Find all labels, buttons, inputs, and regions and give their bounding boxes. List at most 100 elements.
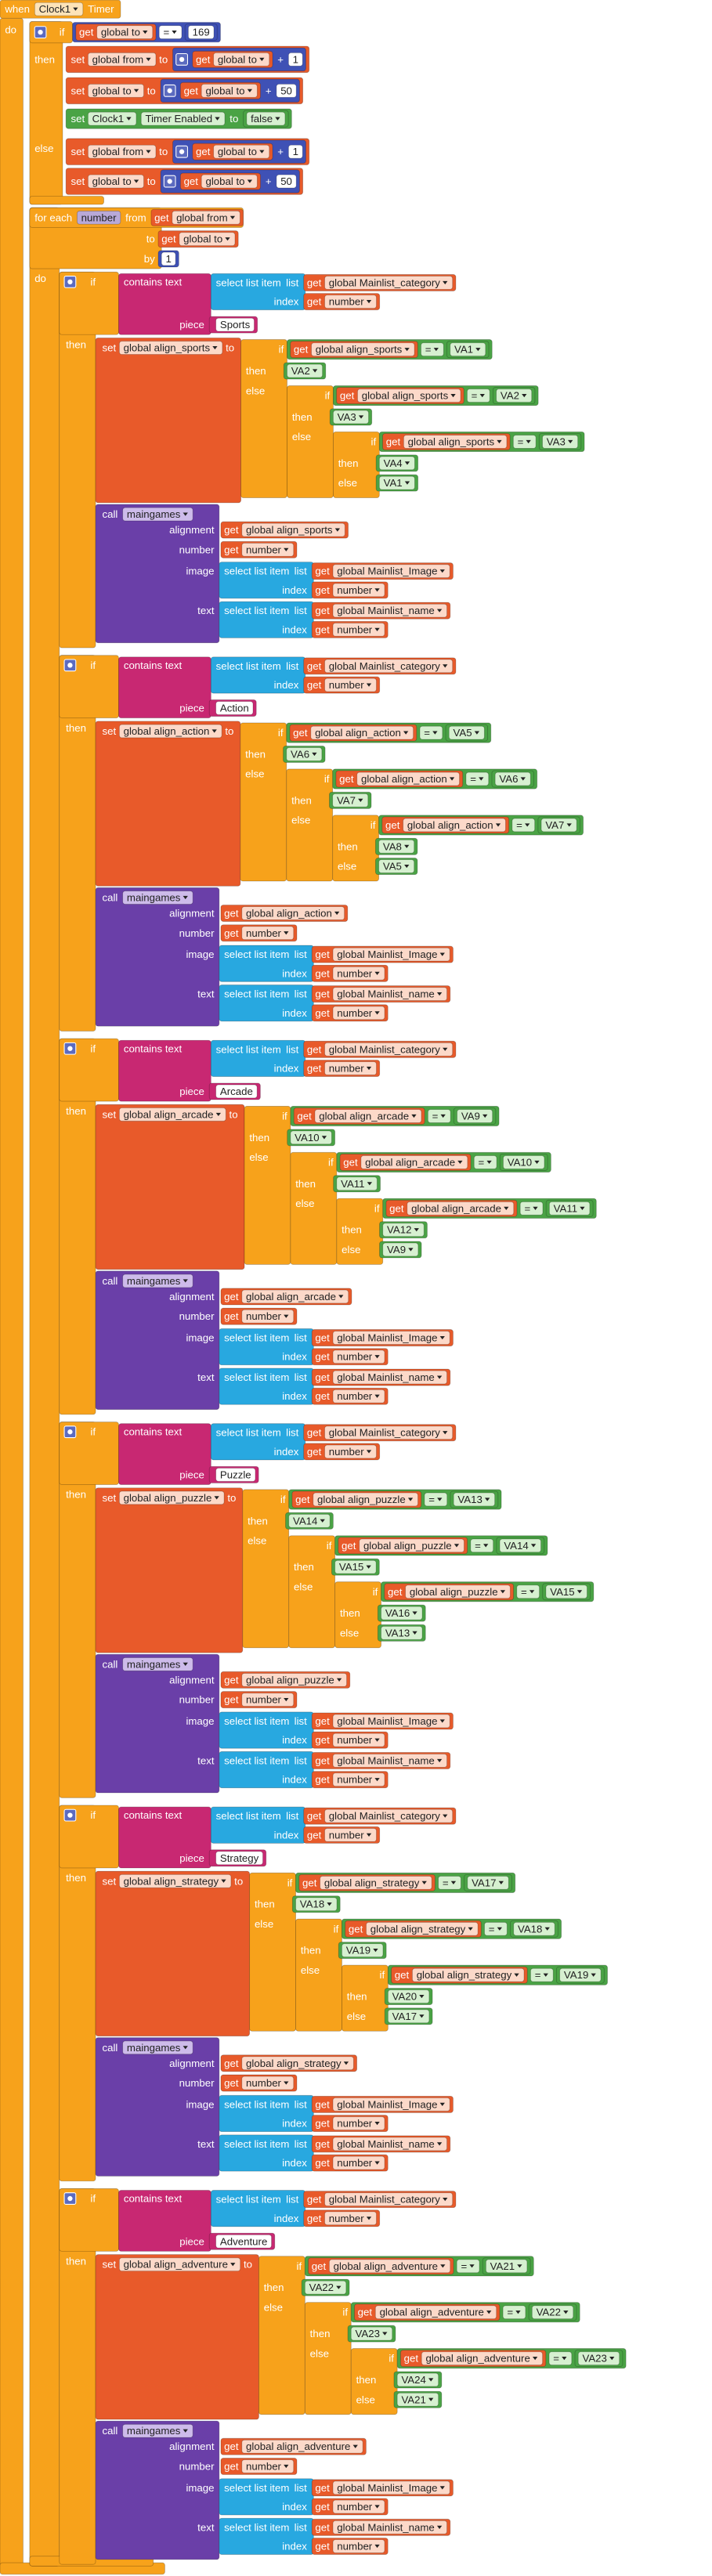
get-label: get [388, 1586, 403, 1598]
select-list-item-block [219, 1711, 314, 1749]
variable-name: global align_adventure [124, 2259, 228, 2271]
value-field [336, 1176, 378, 1191]
variable-name: number [329, 679, 365, 691]
variable-name: global align_strategy [124, 1875, 219, 1887]
select-label: select list item [224, 1371, 289, 1383]
gear-icon-hub [179, 149, 185, 154]
variable-name: number [246, 544, 282, 555]
get-label: get [315, 584, 330, 596]
operator: = [428, 1494, 435, 1505]
dropdown-arrow [230, 215, 236, 219]
get-label: get [315, 2157, 330, 2169]
value-field [332, 410, 369, 425]
operator-field [548, 2351, 573, 2365]
number-value-field [276, 83, 297, 98]
number-value: 50 [280, 175, 292, 187]
if-label: if [389, 2353, 394, 2365]
variable-name: global Mainlist_category [329, 1043, 441, 1055]
operator: = [163, 27, 169, 38]
variable-name-field [332, 603, 447, 618]
variable-name: number [246, 2460, 282, 2472]
select-label: select list item [224, 1332, 289, 1344]
variable-name-field [324, 1444, 377, 1459]
variable-name-field [179, 232, 236, 247]
operator: = [424, 727, 430, 739]
if-label: if [334, 1923, 339, 1935]
variable-name-field [118, 724, 222, 739]
select-label: select list item [216, 2194, 281, 2206]
dropdown-arrow [404, 461, 410, 465]
dropdown-arrow [366, 1565, 371, 1569]
dropdown-arrow [374, 1011, 380, 1015]
variable-name: number [337, 1774, 373, 1786]
value: VA3 [338, 411, 356, 423]
value: VA17 [472, 1877, 496, 1888]
procedure-name-field [122, 1274, 193, 1288]
plus-sign: + [266, 175, 272, 187]
value: VA9 [461, 1111, 480, 1122]
dropdown-arrow [486, 2310, 492, 2314]
if-label: if [342, 2307, 348, 2318]
dropdown-arrow [515, 2310, 521, 2314]
value-field [548, 1201, 591, 1216]
variable-name-field [328, 2259, 451, 2274]
loop-variable: number [81, 211, 117, 223]
get-label: get [161, 233, 176, 245]
index-label: index [274, 1829, 299, 1841]
select-list-item-block [219, 985, 314, 1022]
if-label: if [380, 1969, 385, 1981]
dropdown-arrow [404, 481, 410, 485]
if-label: if [90, 276, 96, 287]
variable-name: global to [92, 175, 132, 187]
variable-name-field [332, 2499, 385, 2514]
dropdown-arrow [443, 664, 448, 668]
dropdown-arrow [609, 2357, 615, 2361]
dropdown-arrow [532, 2357, 538, 2361]
list-label: list [295, 1715, 308, 1727]
variable-name-field [241, 1309, 295, 1324]
variable-name-field [332, 1772, 385, 1787]
dropdown-arrow [284, 2464, 289, 2469]
index-label: index [282, 584, 307, 596]
dropdown-arrow [172, 31, 177, 34]
gear-icon-hub [167, 179, 172, 184]
variable-name-field [332, 2480, 450, 2495]
dropdown-arrow [374, 1778, 380, 1782]
select-list-item-block [210, 273, 306, 311]
dropdown-arrow [533, 1206, 538, 1210]
dropdown-arrow [230, 2263, 236, 2267]
set-label: set [102, 1108, 116, 1120]
variable-name: global Mainlist_category [329, 1810, 441, 1822]
variable-name-field [241, 2439, 363, 2454]
value-field [378, 839, 415, 854]
value-field [496, 388, 533, 403]
component-name-field [34, 2, 84, 16]
dropdown-arrow [443, 1431, 448, 1435]
set-label: set [102, 725, 116, 737]
if-label: if [297, 2260, 302, 2272]
dropdown-arrow [284, 1698, 289, 1702]
select-list-item-block [219, 2134, 314, 2172]
image-label: image [186, 565, 214, 577]
procedure-name: maingames [127, 508, 181, 520]
variable-name-field [332, 966, 385, 981]
get-label: get [295, 1494, 310, 1505]
get-label: get [315, 1774, 330, 1786]
dropdown-arrow [436, 2142, 443, 2146]
list-label: list [295, 2521, 308, 2533]
then-label: then [291, 794, 312, 806]
value: VA7 [337, 794, 356, 806]
dropdown-arrow [412, 1611, 417, 1615]
text-value: Sports [220, 319, 251, 331]
procedure-name: maingames [127, 1275, 181, 1287]
dropdown-arrow [327, 1902, 332, 1906]
dropdown-arrow [432, 731, 438, 735]
variable-name-field [118, 2257, 241, 2272]
get-label: get [224, 1310, 239, 1322]
get-label: get [315, 1754, 330, 1766]
index-label: index [282, 2541, 307, 2553]
variable-name-field [324, 2211, 377, 2226]
dropdown-arrow [358, 798, 363, 802]
select-list-item-block [219, 601, 314, 638]
operator-field [424, 1492, 448, 1507]
